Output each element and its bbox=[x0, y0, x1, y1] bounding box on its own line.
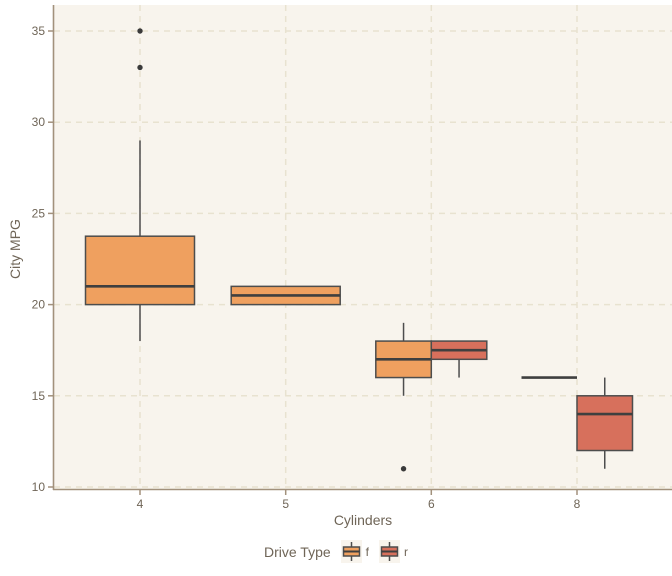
y-tick-label: 15 bbox=[32, 389, 46, 403]
y-tick-label: 30 bbox=[32, 115, 46, 129]
y-tick-label: 20 bbox=[32, 298, 46, 312]
x-tick-label: 4 bbox=[137, 497, 144, 511]
outlier-point bbox=[400, 466, 407, 472]
x-axis-title: Cylinders bbox=[333, 512, 393, 528]
legend-key-label-r: r bbox=[404, 544, 408, 559]
x-tick-label: 5 bbox=[282, 497, 289, 511]
legend-entry-f: f bbox=[340, 540, 369, 563]
box-f-cyl4 bbox=[84, 235, 196, 306]
x-tick-label: 6 bbox=[428, 497, 435, 511]
legend-key-label-f: f bbox=[365, 544, 369, 559]
x-tick-label: 8 bbox=[574, 497, 581, 511]
outlier-point bbox=[137, 28, 143, 34]
box-r-cyl8 bbox=[576, 395, 634, 452]
outlier-point bbox=[137, 64, 143, 71]
y-tick-label: 35 bbox=[32, 24, 46, 38]
legend-entry-r: r bbox=[379, 540, 408, 563]
legend-key-boxplot-icon-r bbox=[379, 540, 400, 563]
y-tick-label: 10 bbox=[32, 480, 46, 494]
legend-key-boxplot-icon-f bbox=[340, 540, 362, 563]
y-tick-label: 25 bbox=[32, 206, 46, 220]
y-axis-title: City MPG bbox=[7, 219, 23, 279]
legend-title: Drive Type bbox=[263, 543, 331, 560]
